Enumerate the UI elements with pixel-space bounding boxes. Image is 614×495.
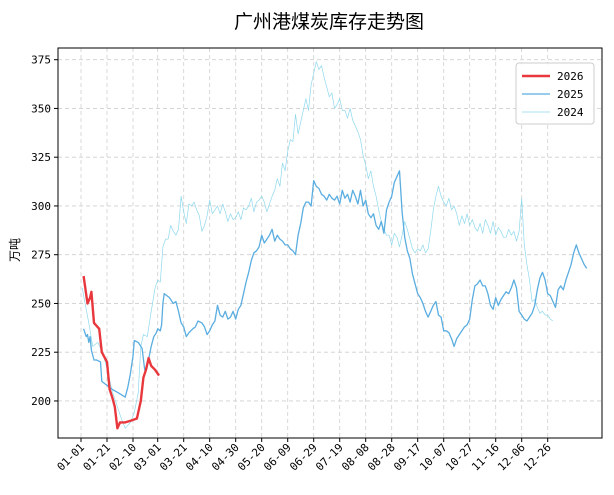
legend-label-2026: 2026 bbox=[557, 70, 584, 83]
x-tick-label: 04-10 bbox=[183, 441, 216, 474]
y-tick-label: 275 bbox=[31, 249, 51, 262]
x-tick-label: 12-06 bbox=[495, 441, 528, 474]
y-tick-label: 350 bbox=[31, 102, 51, 115]
x-tick-label: 08-28 bbox=[365, 441, 398, 474]
x-tick-label: 01-01 bbox=[55, 441, 88, 474]
y-axis-ticks: 200 225 250 275 300 325 350 375 bbox=[31, 54, 58, 408]
x-tick-label: 11-16 bbox=[469, 441, 502, 474]
y-tick-label: 300 bbox=[31, 200, 51, 213]
y-tick-label: 375 bbox=[31, 54, 51, 67]
series-line-2025 bbox=[82, 170, 588, 398]
x-tick-label: 03-21 bbox=[157, 441, 190, 474]
chart-title: 广州港煤炭库存走势图 bbox=[234, 11, 424, 33]
x-tick-label: 07-19 bbox=[313, 441, 346, 474]
legend-label-2025: 2025 bbox=[557, 88, 584, 101]
x-tick-label: 03-01 bbox=[131, 441, 164, 474]
x-tick-label: 08-08 bbox=[339, 441, 372, 474]
x-tick-label: 01-21 bbox=[81, 441, 114, 474]
legend-box bbox=[515, 62, 595, 125]
x-tick-label: 06-09 bbox=[261, 441, 294, 474]
x-tick-label: 10-07 bbox=[417, 441, 450, 474]
x-tick-label: 10-27 bbox=[443, 441, 476, 474]
series-line-2026 bbox=[82, 275, 160, 430]
y-axis-label: 万吨 bbox=[8, 238, 22, 262]
series-line-2024 bbox=[81, 61, 554, 429]
y-tick-label: 325 bbox=[31, 151, 51, 164]
y-tick-label: 225 bbox=[31, 346, 51, 359]
y-tick-label: 200 bbox=[31, 395, 51, 408]
grid-lines bbox=[58, 48, 602, 438]
y-tick-label: 250 bbox=[31, 297, 51, 310]
legend-label-2024: 2024 bbox=[557, 106, 584, 119]
x-tick-label: 09-17 bbox=[391, 441, 424, 474]
x-tick-label: 04-30 bbox=[209, 441, 242, 474]
series-lines bbox=[81, 61, 588, 430]
x-tick-label: 12-26 bbox=[521, 441, 554, 474]
x-axis-ticks: 01-0101-2102-1003-0103-2104-1004-3005-20… bbox=[55, 438, 554, 474]
plot-frame bbox=[57, 47, 603, 439]
legend: 2026 2025 2024 bbox=[515, 62, 595, 125]
x-tick-label: 06-29 bbox=[287, 441, 320, 474]
x-tick-label: 05-20 bbox=[235, 441, 268, 474]
